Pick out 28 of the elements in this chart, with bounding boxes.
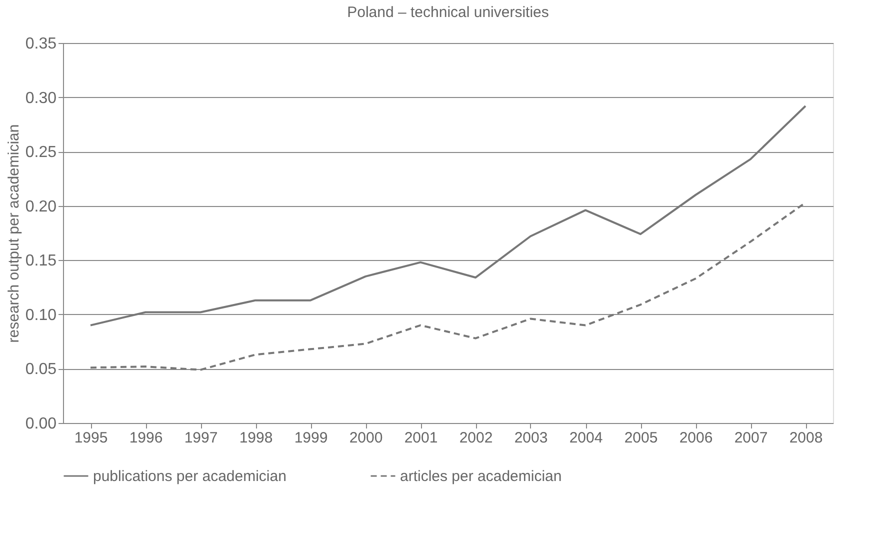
legend-label: articles per academician — [400, 468, 562, 485]
line-series — [90, 202, 806, 371]
y-tick-label: 0.35 — [25, 36, 57, 52]
y-axis-title: research output per academician — [5, 124, 22, 343]
y-tick-label: 0.20 — [25, 198, 57, 216]
chart-title: Poland – technical universities — [347, 4, 549, 21]
x-tick-label: 1997 — [184, 430, 218, 446]
x-tick-label: 2003 — [514, 430, 548, 446]
x-tick-label: 1996 — [129, 430, 163, 446]
x-tick-label: 2004 — [569, 430, 603, 446]
x-tick-label: 1999 — [294, 430, 328, 446]
x-tick-label: 2001 — [404, 430, 438, 446]
y-tick-label: 0.30 — [25, 90, 57, 107]
x-tick-label: 2002 — [459, 430, 493, 446]
line-series — [90, 104, 806, 326]
y-tick-label: 0.10 — [25, 306, 57, 324]
y-tick-label: 0.25 — [25, 144, 57, 162]
x-tick-label: 2005 — [624, 430, 658, 446]
x-tick-label: 1995 — [74, 430, 108, 446]
x-tick-label: 1998 — [239, 430, 273, 446]
y-tick-label: 0.00 — [25, 416, 57, 432]
y-tick-label: 0.15 — [25, 252, 57, 270]
x-tick-label: 2006 — [679, 430, 713, 446]
x-tick-label: 2008 — [789, 430, 823, 446]
x-tick-label: 2000 — [349, 430, 383, 446]
x-tick-label: 2007 — [734, 430, 768, 446]
y-tick-label: 0.05 — [25, 361, 57, 378]
legend-label: publications per academician — [93, 468, 286, 485]
